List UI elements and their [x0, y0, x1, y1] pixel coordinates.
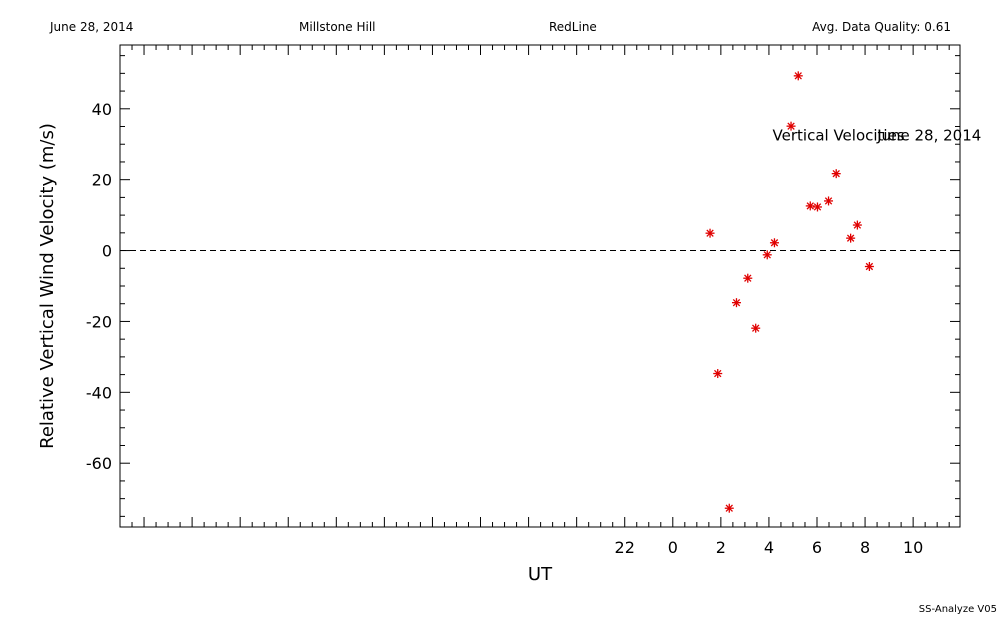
y-tick-label: 20 [92, 171, 112, 190]
y-tick-label: 0 [102, 242, 112, 261]
chart-annotation: June 28, 2014 [876, 127, 981, 145]
y-tick-label: -20 [86, 312, 112, 331]
data-point-marker [846, 233, 856, 243]
axis-ticks: 22 0 2 4 6 8 10 40 20 0 -20 -40 -60 [86, 45, 960, 557]
data-point-marker [812, 202, 822, 212]
data-point-marker [713, 369, 723, 379]
x-tick-label: 6 [812, 538, 822, 557]
data-point-marker [786, 121, 796, 131]
x-tick-label: 10 [903, 538, 923, 557]
header-instrument: RedLine [549, 20, 597, 34]
x-tick-label: 8 [860, 538, 870, 557]
header-date: June 28, 2014 [49, 20, 133, 34]
data-point-marker [751, 323, 761, 333]
x-tick-label: 0 [668, 538, 678, 557]
y-tick-label: 40 [92, 100, 112, 119]
y-axis-title: Relative Vertical Wind Velocity (m/s) [37, 123, 58, 449]
x-axis-title: UT [528, 564, 553, 585]
plot-frame [119, 44, 961, 528]
data-point-marker [793, 71, 803, 81]
x-tick-label: 22 [615, 538, 635, 557]
data-point-marker [769, 238, 779, 248]
y-tick-label: -60 [86, 454, 112, 473]
header-quality: Avg. Data Quality: 0.61 [812, 20, 951, 34]
data-point-marker [724, 503, 734, 513]
data-point-marker [743, 273, 753, 283]
data-point-marker [852, 220, 862, 230]
data-point-marker [824, 196, 834, 206]
data-point-marker [864, 262, 874, 272]
chart-annotation: Vertical Velocities [773, 127, 905, 145]
x-tick-label: 2 [716, 538, 726, 557]
data-point-marker [705, 228, 715, 238]
x-tick-label: 4 [764, 538, 774, 557]
data-point-marker [805, 201, 815, 211]
data-markers [705, 71, 874, 513]
data-point-marker [731, 298, 741, 308]
software-version: SS-Analyze V05 [919, 604, 997, 615]
data-point-marker [762, 250, 772, 260]
header-site: Millstone Hill [299, 20, 375, 34]
y-tick-label: -40 [86, 383, 112, 402]
data-point-marker [831, 169, 841, 179]
